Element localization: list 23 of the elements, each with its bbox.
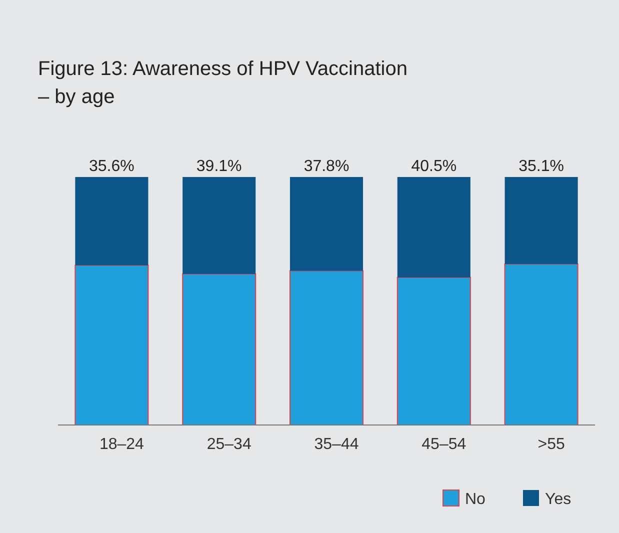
bar <box>74 264 149 426</box>
bar <box>289 270 364 426</box>
x-tick-label: 45–54 <box>422 436 466 453</box>
data-label: 35.1% <box>518 158 564 175</box>
data-label: 37.8% <box>304 158 350 175</box>
x-tick-label: >55 <box>538 436 565 453</box>
bar <box>75 177 148 266</box>
bar <box>182 177 256 274</box>
bar <box>290 177 364 271</box>
data-label: 35.6% <box>89 158 134 175</box>
bar <box>504 264 578 426</box>
bar <box>396 276 471 426</box>
x-tick-label: 18–24 <box>99 436 144 453</box>
bar <box>182 273 256 426</box>
legend-label: No <box>465 491 486 508</box>
data-label: 40.5% <box>411 158 457 175</box>
chart-title: Figure 13: Awareness of HPV Vaccination – by age <box>38 58 408 108</box>
data-label: 39.1% <box>196 158 242 175</box>
legend-label: Yes <box>545 491 572 508</box>
bar <box>397 177 470 278</box>
x-tick-label: 35–44 <box>314 436 359 453</box>
bar <box>504 177 578 264</box>
x-tick-label: 25–34 <box>206 436 252 453</box>
